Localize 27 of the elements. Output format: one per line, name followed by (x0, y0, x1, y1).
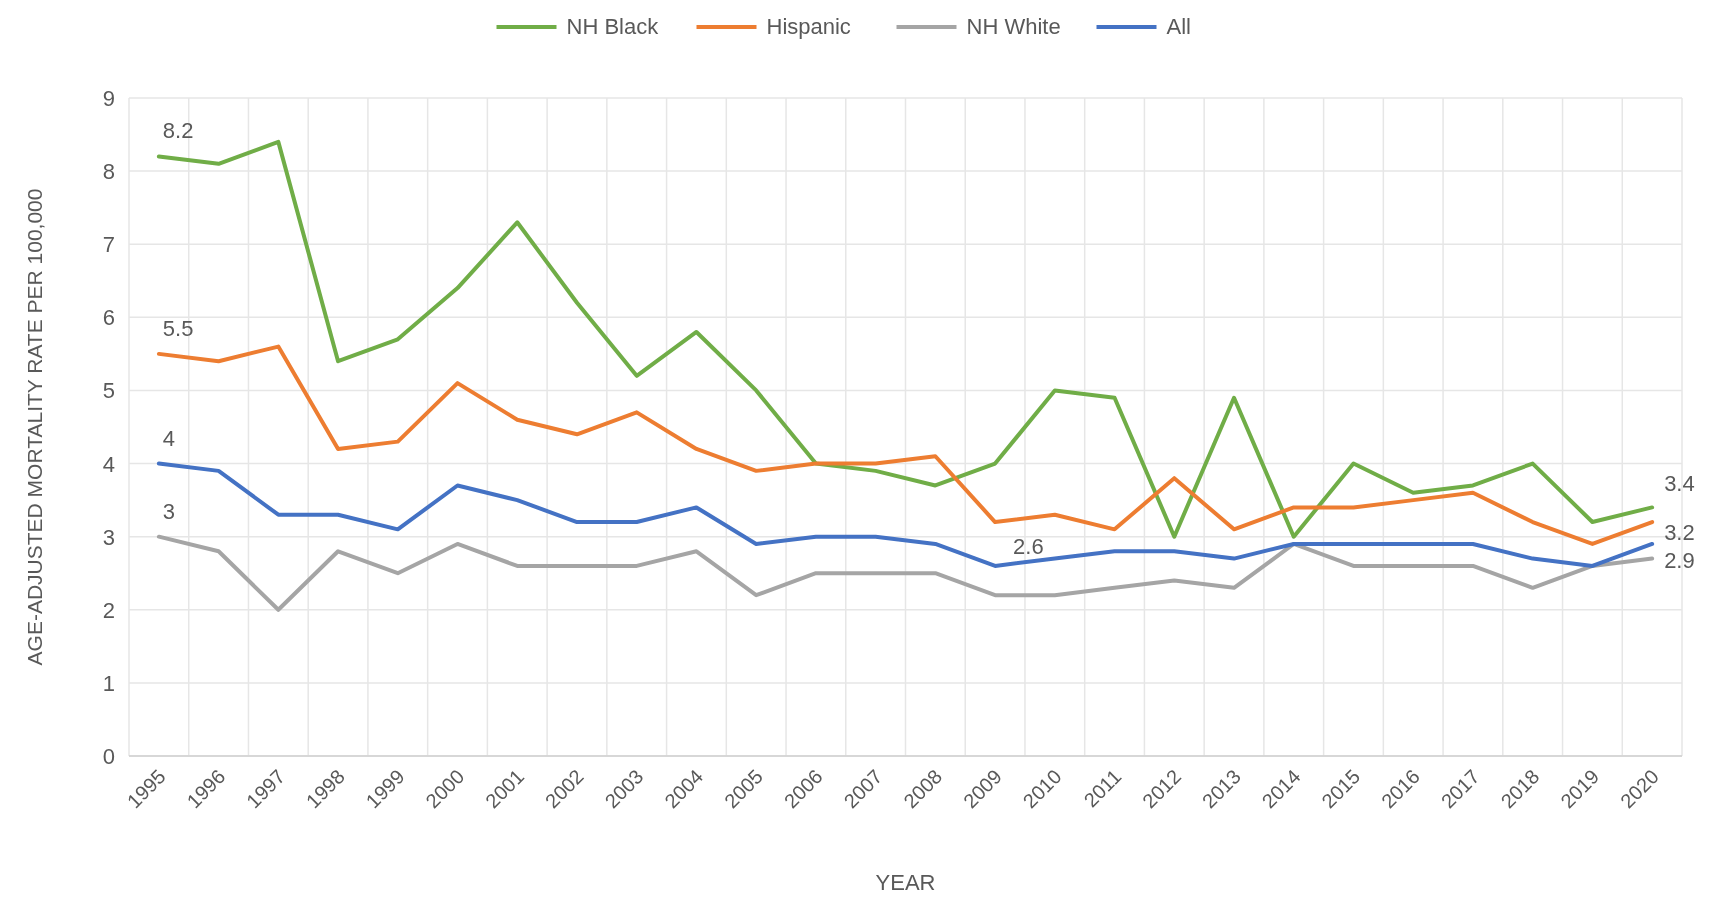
legend-label: NH Black (566, 14, 660, 39)
data-label: 3 (162, 498, 176, 524)
y-tick-label: 3 (102, 524, 115, 550)
y-axis-title: AGE-ADJUSTED MORTALITY RATE PER 100,000 (23, 188, 46, 666)
line-series (156, 139, 1655, 539)
legend-label: All (1166, 14, 1191, 39)
y-tick-label: 5 (102, 378, 115, 404)
legend-label: NH White (966, 14, 1061, 39)
y-tick-label: 0 (102, 744, 115, 769)
y-tick-label: 8 (102, 159, 115, 185)
data-label: 4 (162, 425, 176, 451)
data-label: 3.2 (1664, 520, 1695, 546)
y-tick-label: 9 (102, 86, 115, 111)
x-axis-title: YEAR (875, 870, 936, 895)
y-tick-label: 2 (102, 597, 115, 623)
y-tick-label: 7 (102, 232, 115, 258)
data-label: 2.9 (1664, 547, 1695, 573)
data-label: 2.6 (1013, 533, 1044, 559)
legend-label: Hispanic (766, 14, 851, 39)
data-label: 5.5 (162, 315, 194, 341)
line-series (156, 534, 1655, 612)
line-series (156, 461, 1655, 568)
y-tick-label: 4 (102, 451, 115, 477)
data-label: 8.2 (162, 118, 194, 144)
y-tick-label: 1 (102, 670, 115, 696)
data-label: 3.4 (1664, 471, 1695, 497)
y-tick-label: 6 (102, 305, 115, 331)
